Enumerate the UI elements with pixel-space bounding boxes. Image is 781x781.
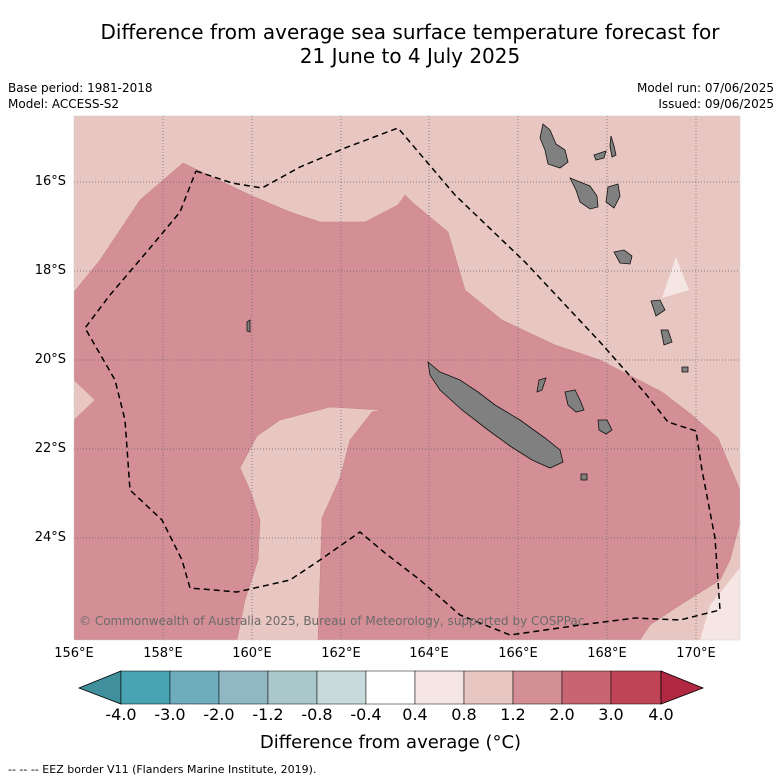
loyalty-island-4 xyxy=(660,329,673,346)
graticule xyxy=(74,116,740,640)
colorbar-label: -4.0 xyxy=(105,705,137,724)
eez-legend: -- -- -- EEZ border V11 (Flanders Marine… xyxy=(8,763,317,776)
vanuatu-island-5 xyxy=(605,183,621,209)
colorbar-bin-8 xyxy=(463,670,514,705)
colorbar-bin-6 xyxy=(365,670,416,705)
colorbar-max-arrow xyxy=(660,670,705,705)
colorbar-bin-3 xyxy=(218,670,269,705)
model-run: Model run: 07/06/2025 xyxy=(636,81,774,95)
new-caledonia xyxy=(427,361,564,469)
colorbar-label: 3.0 xyxy=(598,705,624,724)
vanuatu-island-4 xyxy=(609,135,617,158)
lon-label-170e: 170°E xyxy=(676,646,716,661)
colorbar-label: -0.4 xyxy=(350,705,382,724)
lat-label-22s: 22°S xyxy=(34,441,66,456)
lon-label-160e: 160°E xyxy=(232,646,272,661)
loyalty-island-3 xyxy=(536,377,547,393)
colorbar-bin-9 xyxy=(512,670,563,705)
lon-label-156e: 156°E xyxy=(54,646,94,661)
copyright-notice: © Commonwealth of Australia 2025, Bureau… xyxy=(79,614,585,628)
island-small-2 xyxy=(580,473,588,481)
vanuatu-island-3 xyxy=(593,150,607,161)
map-title-line2: 21 June to 4 July 2025 xyxy=(299,44,521,68)
lat-label-20s: 20°S xyxy=(34,352,66,367)
lon-label-164e: 164°E xyxy=(409,646,449,661)
land-masses xyxy=(246,123,689,481)
colorbar-bin-1 xyxy=(120,670,171,705)
colorbar-label: -0.8 xyxy=(301,705,333,724)
lat-label-18s: 18°S xyxy=(34,263,66,278)
issued-date: Issued: 09/06/2025 xyxy=(658,97,774,111)
model-name: Model: ACCESS-S2 xyxy=(8,97,120,111)
colorbar-label: 0.8 xyxy=(451,705,477,724)
colorbar-bin-5 xyxy=(316,670,367,705)
region-anomaly-1.2-2.0 xyxy=(74,162,740,640)
lat-label-16s: 16°S xyxy=(34,174,66,189)
base-period: Base period: 1981-2018 xyxy=(8,81,153,95)
colorbar-label: -3.0 xyxy=(154,705,186,724)
colorbar-label: 1.2 xyxy=(500,705,526,724)
vanuatu-island-1 xyxy=(539,123,569,169)
loyalty-island-1 xyxy=(564,389,585,413)
colorbar-bin-10 xyxy=(561,670,612,705)
eez-border xyxy=(84,127,721,636)
matthew-hunter-island xyxy=(650,299,666,317)
colorbar-label: -2.0 xyxy=(203,705,235,724)
colorbar-bin-7 xyxy=(414,670,465,705)
lon-label-162e: 162°E xyxy=(321,646,361,661)
colorbar-label: -1.2 xyxy=(252,705,284,724)
meta-left: Base period: 1981-2018 Model: ACCESS-S2 xyxy=(8,80,153,112)
colorbar-title: Difference from average (°C) xyxy=(259,732,522,753)
lon-label-168e: 168°E xyxy=(587,646,627,661)
island-small-1 xyxy=(681,366,689,373)
region-anomaly-0.4-0.8-east xyxy=(662,257,689,298)
colorbar-label: 4.0 xyxy=(648,705,674,724)
vanuatu-island-6 xyxy=(613,249,633,265)
colorbar-bin-11 xyxy=(610,670,662,705)
colorbar-bin-2 xyxy=(169,670,220,705)
colorbar-min-arrow xyxy=(77,670,122,705)
lat-label-24s: 24°S xyxy=(34,530,66,545)
vanuatu-island-2 xyxy=(569,177,599,210)
lon-label-166e: 166°E xyxy=(498,646,538,661)
colorbar-label: 2.0 xyxy=(549,705,575,724)
island-small-3 xyxy=(246,319,251,333)
loyalty-island-2 xyxy=(597,419,613,435)
map-title-line1: Difference from average sea surface temp… xyxy=(100,20,720,44)
colorbar-bin-4 xyxy=(267,670,318,705)
meta-right: Model run: 07/06/2025 Issued: 09/06/2025 xyxy=(637,80,774,112)
lon-label-158e: 158°E xyxy=(143,646,183,661)
colorbar-label: 0.4 xyxy=(402,705,428,724)
